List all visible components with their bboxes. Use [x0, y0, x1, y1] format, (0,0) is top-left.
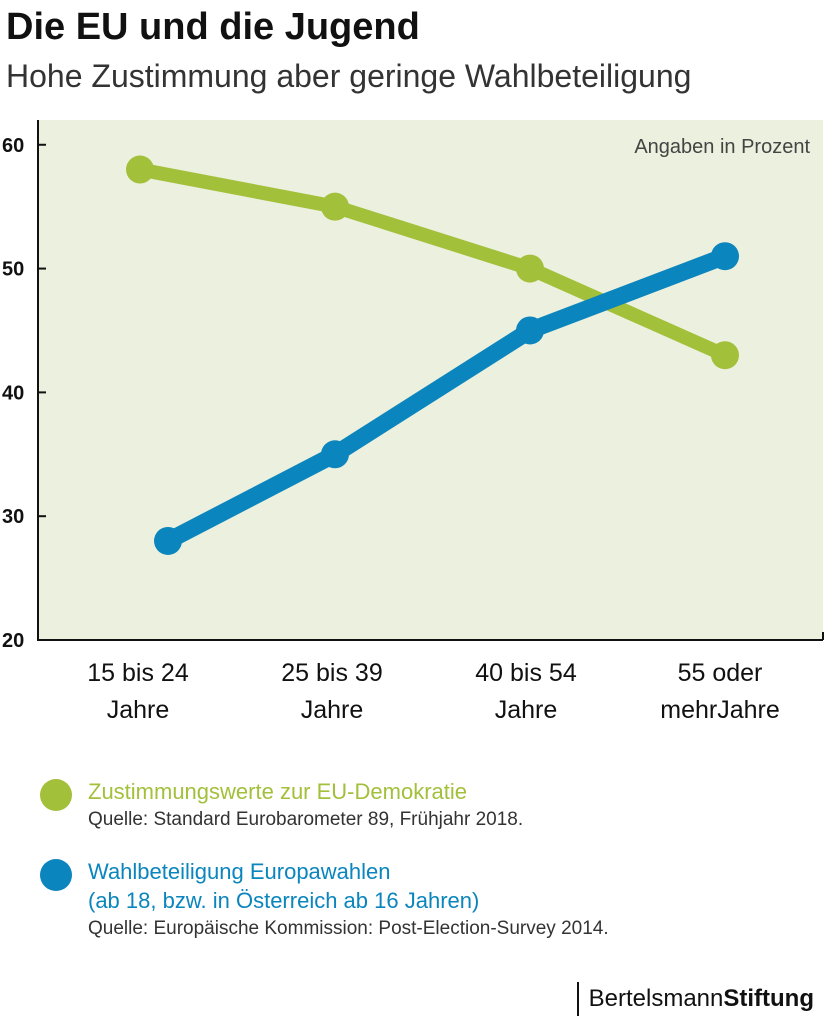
unit-note: Angaben in Prozent: [634, 136, 810, 158]
line-chart: Angaben in Prozent 20 30 40 50 60 15 bis 24 J…: [2, 120, 824, 724]
series-line-turnout: [159, 247, 734, 550]
x-category-label: mehrJahre: [660, 696, 780, 724]
y-tick-label: 60: [2, 135, 24, 157]
x-category-label: Jahre: [495, 696, 558, 724]
data-point: [711, 341, 739, 370]
series-line-approval: [133, 162, 732, 363]
data-point: [516, 254, 544, 283]
y-axis-ticks: 20 30 40 50 60: [2, 135, 46, 652]
x-category-label: 40 bis 54: [475, 659, 577, 687]
legend-dot-icon: [40, 859, 72, 891]
legend-label: Wahlbeteiligung Europawahlen: [88, 859, 391, 884]
x-category-label: Jahre: [301, 696, 364, 724]
bertelsmann-stiftung-logo: BertelsmannStiftung: [576, 982, 814, 1016]
chart-title: Die EU und die Jugend: [6, 6, 420, 48]
x-category-label: 25 bis 39: [281, 659, 382, 687]
x-category-label: Jahre: [107, 696, 170, 724]
legend-label: Zustimmungswerte zur EU-Demokratie: [88, 779, 467, 804]
logo-text-regular: Bertelsmann: [588, 985, 724, 1012]
data-point: [154, 526, 182, 555]
y-tick-label: 50: [2, 259, 24, 281]
legend-source: Quelle: Standard Eurobarometer 89, Frühj…: [88, 809, 524, 830]
y-tick-label: 40: [2, 382, 24, 404]
data-point: [321, 440, 349, 469]
data-point: [126, 155, 154, 184]
data-point: [516, 316, 544, 345]
legend-source: Quelle: Europäische Kommission: Post-Ele…: [88, 918, 609, 939]
data-point: [321, 192, 349, 221]
y-tick-label: 30: [2, 506, 24, 528]
y-tick-label: 20: [2, 630, 24, 652]
plot-background: [38, 120, 823, 640]
data-point: [711, 242, 739, 271]
x-category-label: 15 bis 24: [87, 659, 189, 687]
legend-dot-icon: [40, 779, 72, 811]
x-axis-labels: 15 bis 24 Jahre 25 bis 39 Jahre 40 bis 54 Jah…: [87, 659, 779, 724]
chart-series: [126, 155, 739, 555]
chart-subtitle: Hohe Zustimmung aber geringe Wahlbeteili…: [6, 58, 692, 94]
logo-text-bold: Stiftung: [723, 985, 814, 1012]
x-category-label: 55 oder: [678, 659, 763, 687]
legend-label-note: (ab 18, bzw. in Österreich ab 16 Jahren): [88, 888, 480, 913]
